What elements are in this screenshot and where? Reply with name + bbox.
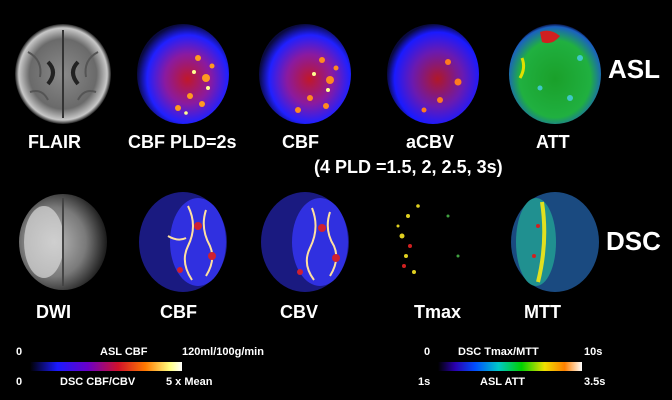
dsc-cbv-image [250,186,360,298]
colorbar-blue-red-yellow [30,362,182,371]
asl-acbv-image [378,18,488,128]
asl-att-min-label: 1s [418,376,431,388]
asl-cbf-min-label: 0 [16,346,23,358]
label-tmax: Tmax [414,302,462,322]
label-cbf-pld2s: CBF PLD=2s [128,132,237,152]
dsc-cbf-image [128,186,238,298]
dsc-cbf-cbv-scale-label: DSC CBF/CBV [60,376,136,388]
dsc-tmax-min-label: 0 [424,346,431,358]
asl-att-max-label: 3.5s [584,376,606,388]
asl-cbf-pld2s-image [128,18,238,128]
label-dwi: DWI [36,302,71,322]
label-dsc-cbf: CBF [160,302,197,322]
asl-cbf-scale-label: ASL CBF [100,346,148,358]
label-asl-cbf: CBF [282,132,319,152]
section-label-dsc: DSC [606,226,661,256]
pld-subtitle: (4 PLD =1.5, 2, 2.5, 3s) [314,157,503,177]
dsc-tmax-scale-label: DSC Tmax/MTT [458,346,539,358]
flair-image [8,22,118,126]
section-label-asl: ASL [608,54,660,84]
asl-cbf-max-label: 120ml/100g/min [182,346,264,358]
asl-att-scale-label: ASL ATT [480,376,526,388]
dsc-tmax-max-label: 10s [584,346,603,358]
label-mtt: MTT [524,302,561,322]
dsc-mtt-image [500,186,610,298]
label-att: ATT [536,132,570,152]
dsc-tmax-image [378,186,488,298]
colorbar-rainbow [438,362,582,371]
dsc-cbf-cbv-min-label: 0 [16,376,23,388]
label-dsc-cbv: CBV [280,302,319,322]
label-flair: FLAIR [28,132,81,152]
label-acbv: aCBV [406,132,455,152]
asl-cbf-image [250,18,360,128]
dsc-cbf-cbv-max-label: 5 x Mean [166,376,213,388]
dwi-image [8,190,118,294]
asl-att-image [500,18,610,128]
